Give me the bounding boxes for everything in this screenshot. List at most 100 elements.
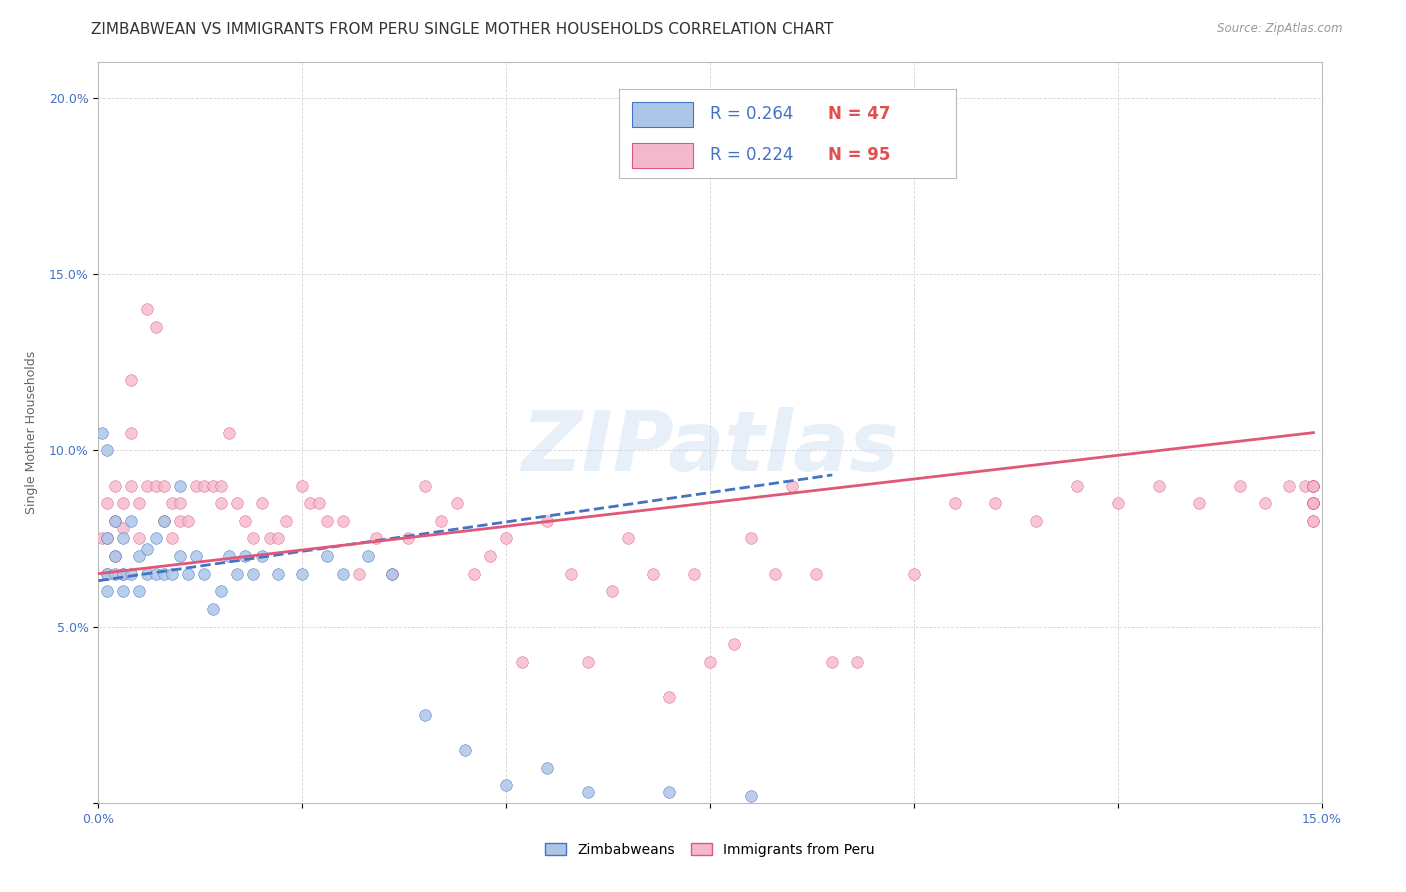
- Point: [169, 549, 191, 563]
- Point: [104, 566, 127, 581]
- Point: [96, 566, 118, 581]
- Point: [128, 549, 150, 563]
- Point: [96, 443, 118, 458]
- Point: [201, 478, 224, 492]
- Point: [1302, 496, 1324, 510]
- Point: [1278, 478, 1301, 492]
- Point: [862, 126, 884, 140]
- Point: [104, 478, 127, 492]
- Point: [1302, 496, 1324, 510]
- Point: [111, 566, 134, 581]
- Point: [128, 532, 150, 546]
- Point: [96, 532, 118, 546]
- Text: ZIPatlas: ZIPatlas: [522, 407, 898, 488]
- Point: [1025, 514, 1047, 528]
- Point: [1302, 478, 1324, 492]
- Point: [381, 566, 404, 581]
- Bar: [633, 102, 693, 127]
- Point: [763, 566, 786, 581]
- Point: [145, 566, 167, 581]
- Point: [943, 496, 966, 510]
- Point: [495, 778, 517, 792]
- Point: [396, 532, 419, 546]
- Point: [1302, 496, 1324, 510]
- Text: R = 0.224: R = 0.224: [710, 146, 793, 164]
- Point: [267, 532, 290, 546]
- Point: [804, 566, 827, 581]
- Point: [780, 478, 803, 492]
- Point: [315, 514, 337, 528]
- Point: [845, 655, 868, 669]
- Point: [104, 549, 127, 563]
- Point: [1302, 478, 1324, 492]
- Point: [152, 566, 174, 581]
- Point: [576, 655, 599, 669]
- Point: [984, 496, 1007, 510]
- Point: [454, 743, 477, 757]
- Point: [1302, 514, 1324, 528]
- Point: [193, 566, 215, 581]
- Point: [111, 584, 134, 599]
- Point: [299, 496, 322, 510]
- Point: [111, 566, 134, 581]
- Point: [160, 566, 183, 581]
- Point: [1147, 478, 1170, 492]
- Point: [250, 549, 273, 563]
- Point: [186, 478, 208, 492]
- Legend: Zimbabweans, Immigrants from Peru: Zimbabweans, Immigrants from Peru: [540, 838, 880, 863]
- Point: [145, 478, 167, 492]
- Point: [111, 496, 134, 510]
- Point: [699, 655, 721, 669]
- Point: [356, 549, 378, 563]
- Point: [1302, 478, 1324, 492]
- Point: [96, 532, 118, 546]
- Point: [315, 549, 337, 563]
- Point: [446, 496, 468, 510]
- Point: [1066, 478, 1088, 492]
- Point: [291, 566, 314, 581]
- Point: [332, 514, 354, 528]
- Point: [233, 514, 256, 528]
- Point: [145, 532, 167, 546]
- Point: [1302, 496, 1324, 510]
- Point: [682, 566, 704, 581]
- Point: [120, 373, 142, 387]
- Point: [177, 514, 200, 528]
- Point: [186, 549, 208, 563]
- Point: [136, 541, 159, 556]
- Point: [120, 514, 142, 528]
- Point: [1302, 514, 1324, 528]
- Point: [136, 478, 159, 492]
- Point: [495, 532, 517, 546]
- Point: [1294, 478, 1316, 492]
- Point: [152, 514, 174, 528]
- Point: [658, 690, 681, 704]
- Point: [96, 584, 118, 599]
- Point: [209, 478, 232, 492]
- Point: [600, 584, 623, 599]
- Point: [560, 566, 582, 581]
- Point: [169, 514, 191, 528]
- Point: [576, 785, 599, 799]
- Point: [512, 655, 534, 669]
- Point: [291, 478, 314, 492]
- Point: [364, 532, 387, 546]
- Point: [145, 319, 167, 334]
- Point: [193, 478, 215, 492]
- Point: [120, 566, 142, 581]
- Point: [536, 514, 558, 528]
- Point: [1302, 496, 1324, 510]
- Point: [1253, 496, 1275, 510]
- Point: [349, 566, 371, 581]
- Text: N = 47: N = 47: [828, 105, 890, 123]
- Point: [1229, 478, 1251, 492]
- Point: [136, 566, 159, 581]
- Point: [128, 584, 150, 599]
- Point: [1302, 478, 1324, 492]
- Point: [169, 478, 191, 492]
- Point: [111, 532, 134, 546]
- Point: [740, 789, 762, 803]
- Point: [267, 566, 290, 581]
- Point: [242, 532, 264, 546]
- Point: [169, 496, 191, 510]
